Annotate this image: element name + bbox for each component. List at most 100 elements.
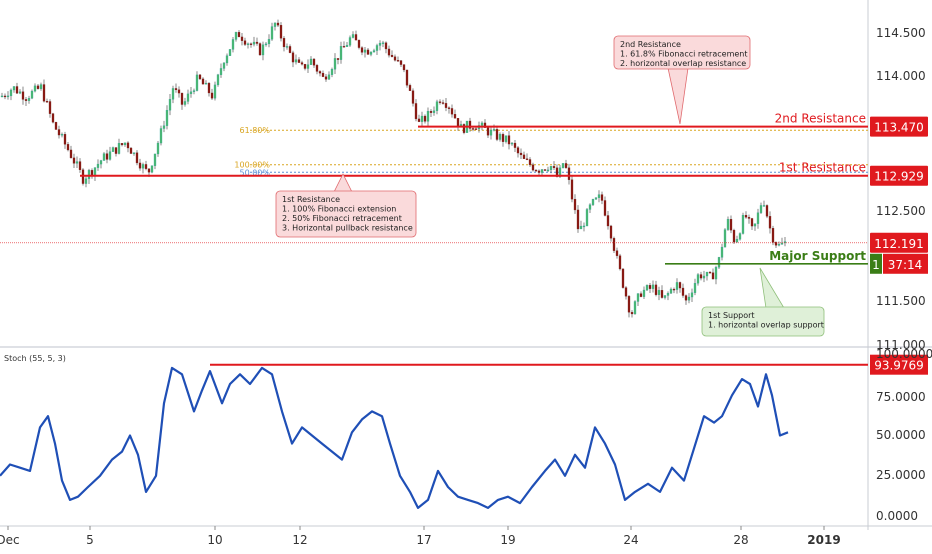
first-support-note-line: 1. horizontal overlap support bbox=[708, 321, 824, 330]
candle-body bbox=[618, 255, 622, 270]
candle-body bbox=[609, 225, 613, 239]
candle-body bbox=[153, 153, 157, 166]
second-resistance-note-box bbox=[613, 35, 751, 70]
support-badge-prefix-bg bbox=[870, 253, 882, 274]
candle-body bbox=[693, 283, 697, 293]
second-resistance-price-tag: 113.470 bbox=[874, 121, 924, 135]
candle-body bbox=[585, 209, 589, 227]
candle-body bbox=[747, 217, 751, 219]
first-resistance-note-line: 1. 100% Fibonacci extension bbox=[282, 205, 396, 214]
candle-body bbox=[54, 122, 58, 130]
candle-body bbox=[681, 287, 685, 296]
candle-body bbox=[186, 93, 190, 102]
candle-body bbox=[72, 157, 76, 164]
candle-body bbox=[717, 257, 721, 268]
stoch-level-tag-bg bbox=[870, 354, 928, 375]
candle-body bbox=[285, 46, 289, 48]
candle-body bbox=[711, 272, 715, 280]
candle-body bbox=[198, 74, 202, 80]
current-price-tag: 112.191 bbox=[874, 237, 924, 251]
candle-body bbox=[138, 162, 142, 169]
candle-body bbox=[777, 244, 781, 246]
candle-body bbox=[564, 163, 568, 168]
candle-body bbox=[84, 178, 88, 184]
candle-body bbox=[645, 285, 649, 291]
candle-body bbox=[399, 60, 403, 65]
candle-body bbox=[615, 250, 619, 256]
candle-body bbox=[363, 49, 367, 53]
first-resistance-price-tag: 112.929 bbox=[874, 170, 924, 184]
candle-body bbox=[282, 38, 286, 48]
candle-body bbox=[108, 151, 112, 160]
candle-body bbox=[543, 169, 547, 171]
candle-body bbox=[261, 44, 265, 56]
candle-body bbox=[570, 179, 574, 200]
candle-body bbox=[582, 225, 586, 228]
stoch-legend: Stoch (55, 5, 3) bbox=[4, 354, 66, 363]
candles-layer[interactable] bbox=[0, 19, 787, 318]
axes-layer[interactable]: 114.500114.000112.500111.500111.000100.0… bbox=[0, 26, 932, 547]
candle-body bbox=[510, 142, 514, 145]
candle-body bbox=[189, 91, 193, 95]
candle-body bbox=[12, 86, 16, 91]
candle-body bbox=[636, 293, 640, 302]
candle-body bbox=[591, 199, 595, 205]
candle-body bbox=[501, 134, 505, 142]
stochastic-pane[interactable]: Stoch (55, 5, 3) 93.9769 bbox=[0, 354, 928, 509]
second-resistance-note-line: 2nd Resistance bbox=[620, 40, 681, 49]
candle-body bbox=[705, 271, 709, 277]
candle-body bbox=[249, 43, 253, 45]
stoch-tick-label: 75.0000 bbox=[876, 390, 926, 404]
candle-body bbox=[552, 166, 556, 168]
candle-body bbox=[246, 43, 250, 45]
second-resistance-note-line: 1. 61.8% Fibonacci retracement bbox=[620, 50, 748, 59]
candle-body bbox=[228, 49, 232, 56]
candle-body bbox=[429, 111, 433, 113]
candle-body bbox=[27, 98, 31, 101]
candle-body bbox=[561, 163, 565, 168]
grid-layer bbox=[0, 0, 932, 530]
candle-body bbox=[135, 152, 139, 164]
major-support-label: Major Support bbox=[769, 249, 866, 263]
candle-body bbox=[657, 290, 661, 295]
candle-body bbox=[213, 84, 217, 99]
candle-body bbox=[294, 59, 298, 63]
first-resistance-note-line: 1st Resistance bbox=[282, 195, 340, 204]
candle-body bbox=[714, 267, 718, 280]
candle-body bbox=[627, 296, 631, 313]
candle-body bbox=[621, 268, 625, 288]
candle-body bbox=[237, 32, 241, 38]
candle-body bbox=[348, 37, 352, 46]
candle-body bbox=[603, 200, 607, 216]
stoch-tick-label: 100.0000 bbox=[876, 347, 932, 361]
candle-body bbox=[192, 90, 196, 92]
fib-label: 50.00% bbox=[239, 168, 270, 177]
candle-body bbox=[345, 45, 349, 47]
candle-body bbox=[432, 110, 436, 113]
candle-body bbox=[381, 42, 385, 44]
candle-body bbox=[279, 25, 283, 39]
candle-body bbox=[141, 164, 145, 169]
candle-body bbox=[24, 99, 28, 101]
candle-body bbox=[276, 22, 280, 26]
candle-body bbox=[567, 167, 571, 180]
first-resistance-note-line: 3. Horizontal pullback resistance bbox=[282, 224, 413, 233]
candle-body bbox=[87, 170, 91, 179]
candle-body bbox=[258, 43, 262, 56]
candle-body bbox=[180, 92, 184, 105]
candle-body bbox=[105, 153, 109, 160]
candle-body bbox=[234, 32, 238, 40]
candle-body bbox=[741, 214, 745, 234]
candle-body bbox=[729, 219, 733, 231]
second-resistance-label: 2nd Resistance bbox=[775, 112, 866, 126]
candle-body bbox=[354, 34, 358, 41]
candle-body bbox=[162, 125, 166, 129]
candle-body bbox=[720, 246, 724, 258]
candle-body bbox=[504, 135, 508, 142]
candle-body bbox=[735, 239, 739, 243]
candle-body bbox=[195, 74, 199, 91]
candle-body bbox=[306, 64, 310, 69]
candle-body bbox=[33, 85, 37, 92]
price-tick-label: 111.500 bbox=[876, 294, 926, 308]
